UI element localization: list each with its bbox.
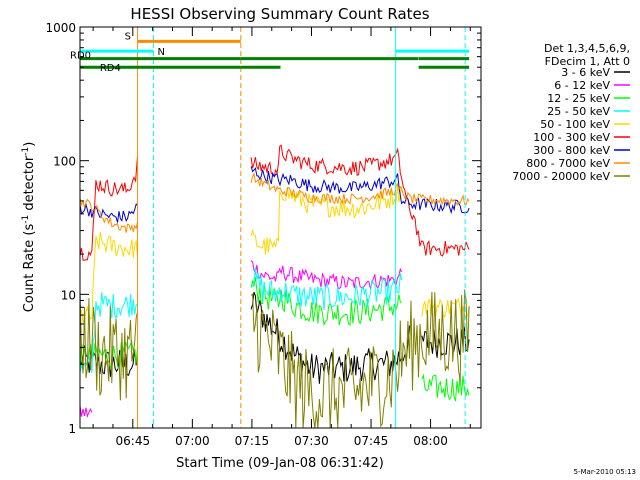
plot-marks — [79, 27, 470, 429]
x-tick-label: 08:00 — [413, 434, 448, 448]
flag-label-s: S — [125, 31, 131, 42]
y-axis-label: Count Rate (s-1 detector-1) — [21, 142, 37, 313]
legend: Det 1,3,4,5,6,9, FDecim 1, Att 0 3 - 6 k… — [512, 42, 630, 183]
series-line-6-12-kev — [79, 260, 403, 419]
timestamp-stamp: 5-Mar-2010 05:13 — [574, 468, 636, 476]
y-tick-label: 100 — [53, 155, 76, 169]
legend-label-12-25-kev: 12 - 25 keV — [547, 92, 610, 105]
series-line-7000-20000-kev — [79, 289, 470, 429]
legend-header-line-2: FDecim 1, Att 0 — [545, 55, 630, 68]
series-line-300-800-kev — [79, 166, 470, 223]
plot-frame — [79, 26, 482, 429]
legend-header-line-1: Det 1,3,4,5,6,9, — [544, 42, 630, 55]
legend-label-25-50-kev: 25 - 50 keV — [547, 105, 610, 118]
chart-title: HESSI Observing Summary Count Rates — [130, 5, 429, 23]
flag-label-rd4: RD4 — [100, 63, 121, 74]
x-axis-label: Start Time (09-Jan-08 06:31:42) — [176, 456, 384, 471]
x-tick-label: 07:30 — [294, 434, 329, 448]
legend-label-7000-20000-kev: 7000 - 20000 keV — [512, 170, 610, 183]
y-tick-label: 1000 — [45, 21, 76, 35]
flag-bars: S N RD0 RD4 — [70, 31, 470, 74]
x-tick-label: 07:00 — [175, 434, 210, 448]
flag-label-n: N — [157, 47, 164, 58]
x-tick-label: 06:45 — [116, 434, 151, 448]
legend-label-100-300-kev: 100 - 300 keV — [533, 131, 610, 144]
x-tick-label: 07:15 — [235, 434, 270, 448]
x-axis-ticks: 06:45 07:00 07:15 07:30 07:45 08:00 — [92, 27, 471, 448]
y-axis-ticks: 1 10 100 1000 — [45, 21, 481, 436]
series-line-100-300-kev — [79, 144, 470, 261]
legend-label-50-100-kev: 50 - 100 keV — [540, 118, 610, 131]
flag-label-rd0: RD0 — [70, 51, 91, 62]
x-tick-label: 07:45 — [354, 434, 389, 448]
y-tick-label: 1 — [68, 422, 76, 436]
legend-label-300-800-kev: 300 - 800 keV — [533, 144, 610, 157]
legend-label-6-12-kev: 6 - 12 keV — [554, 79, 610, 92]
series-line-800-7000-kev — [79, 172, 470, 233]
legend-label-3-6-kev: 3 - 6 keV — [561, 66, 610, 79]
y-tick-label: 10 — [61, 288, 76, 302]
legend-label-800-7000-kev: 800 - 7000 keV — [526, 157, 610, 170]
